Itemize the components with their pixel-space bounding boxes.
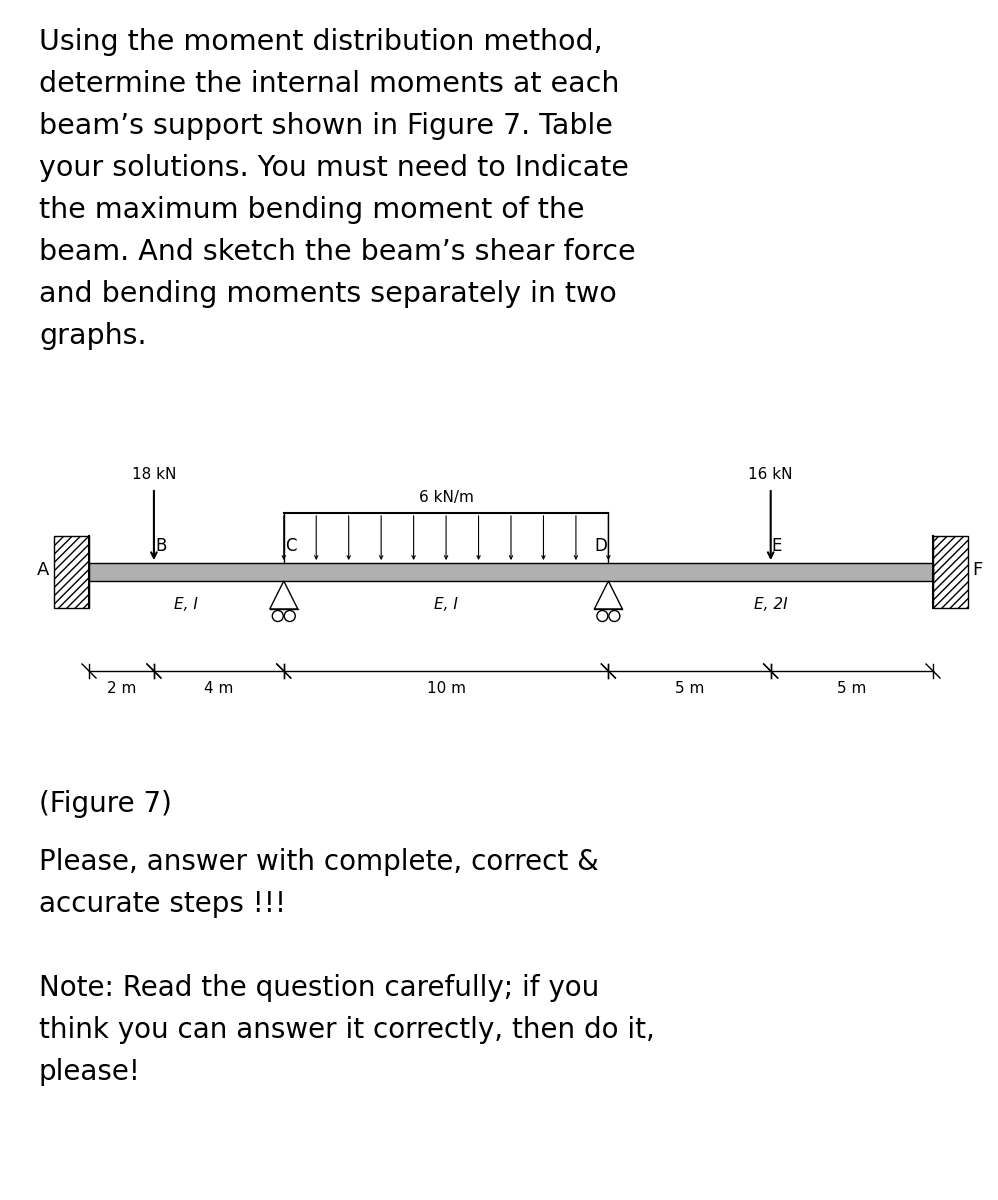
Text: C: C [284, 538, 296, 554]
Text: B: B [155, 538, 167, 554]
Bar [933, 536, 968, 608]
Text: A: A [37, 560, 49, 578]
Text: think you can answer it correctly, then do it,: think you can answer it correctly, then … [39, 1016, 655, 1044]
Text: 5 m: 5 m [675, 680, 705, 696]
Text: E, I: E, I [434, 596, 458, 612]
Circle shape [597, 611, 608, 622]
Text: D: D [595, 538, 608, 554]
Text: F: F [972, 560, 982, 578]
Text: 2 m: 2 m [107, 680, 136, 696]
Text: your solutions. You must need to Indicate: your solutions. You must need to Indicat… [39, 154, 629, 182]
Text: 6 kN/m: 6 kN/m [418, 490, 473, 505]
Polygon shape [595, 581, 623, 608]
Bar [54, 536, 89, 608]
Text: graphs.: graphs. [39, 322, 147, 350]
Text: 18 kN: 18 kN [132, 467, 176, 482]
Text: E: E [771, 538, 782, 554]
Text: E, 2I: E, 2I [753, 596, 787, 612]
Text: 5 m: 5 m [837, 680, 866, 696]
Text: Using the moment distribution method,: Using the moment distribution method, [39, 28, 603, 56]
Text: 16 kN: 16 kN [748, 467, 793, 482]
Circle shape [284, 611, 295, 622]
Text: E, I: E, I [175, 596, 199, 612]
Circle shape [609, 611, 620, 622]
Text: Note: Read the question carefully; if you: Note: Read the question carefully; if yo… [39, 974, 599, 1002]
Text: 4 m: 4 m [205, 680, 234, 696]
Text: 10 m: 10 m [426, 680, 466, 696]
Text: beam’s support shown in Figure 7. Table: beam’s support shown in Figure 7. Table [39, 112, 613, 140]
Circle shape [272, 611, 283, 622]
Text: please!: please! [39, 1058, 141, 1086]
Text: and bending moments separately in two: and bending moments separately in two [39, 280, 617, 308]
Polygon shape [269, 581, 297, 608]
Text: the maximum bending moment of the: the maximum bending moment of the [39, 196, 585, 224]
Bar [89, 563, 933, 581]
Text: Please, answer with complete, correct &: Please, answer with complete, correct & [39, 848, 599, 876]
Text: determine the internal moments at each: determine the internal moments at each [39, 70, 620, 98]
Text: beam. And sketch the beam’s shear force: beam. And sketch the beam’s shear force [39, 238, 636, 266]
Text: accurate steps !!!: accurate steps !!! [39, 890, 286, 918]
Text: (Figure 7): (Figure 7) [39, 790, 172, 818]
